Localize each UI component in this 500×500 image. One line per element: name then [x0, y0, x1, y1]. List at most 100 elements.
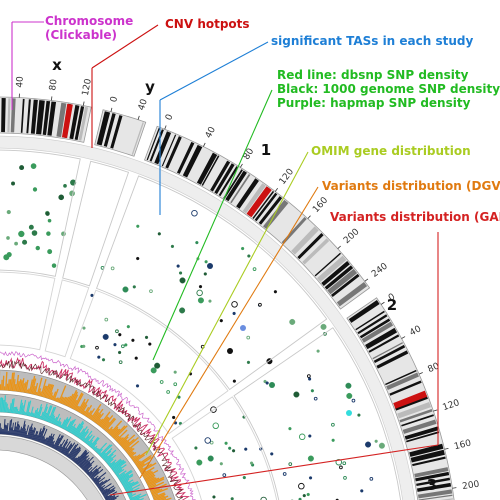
inner-data-tracks	[0, 369, 176, 500]
histogram-bar	[3, 386, 6, 391]
histogram-bar	[70, 426, 76, 434]
tas-point	[242, 475, 246, 480]
histogram-bar	[104, 453, 114, 462]
histogram-bar	[129, 496, 133, 499]
chromosome-label[interactable]: y	[145, 78, 155, 96]
histogram-bar	[30, 406, 34, 417]
cytoband	[357, 314, 388, 335]
histogram-bar	[120, 475, 134, 484]
chromosome-label[interactable]: 1	[261, 141, 271, 159]
tick-label: 80	[48, 78, 59, 91]
tas-point	[244, 447, 248, 451]
snp-callout-line1: Red line: dbsnp SNP density	[277, 68, 469, 82]
tas-point	[110, 266, 115, 271]
tick-label: 120	[81, 78, 94, 97]
chromosome-label[interactable]: x	[52, 56, 62, 74]
histogram-bar	[153, 495, 165, 500]
tick-mark	[444, 447, 449, 450]
cytoband	[236, 178, 259, 209]
histogram-bar	[17, 410, 20, 414]
histogram-bar	[35, 435, 39, 441]
tas-point	[126, 325, 130, 329]
tas-point	[298, 497, 302, 500]
tas-point	[231, 449, 236, 453]
histogram-bar	[77, 451, 90, 466]
histogram-bar	[110, 428, 119, 437]
histogram-bar	[71, 447, 81, 461]
histogram-bar	[72, 392, 83, 410]
histogram-bar	[78, 455, 90, 467]
histogram-bar	[51, 415, 56, 424]
cytoband	[291, 226, 319, 255]
cytoband	[365, 327, 398, 350]
cytoband	[314, 252, 341, 277]
tas-leader	[159, 41, 269, 101]
histogram-bar	[116, 437, 122, 443]
histogram-bar	[150, 488, 160, 494]
snp-callout-line2: Black: 1000 genome SNP density	[277, 82, 500, 96]
chromosome-3[interactable]: 3	[418, 476, 458, 500]
tick-label: 40	[204, 125, 218, 140]
histogram-bar	[26, 400, 32, 416]
histogram-bar	[89, 436, 99, 448]
cytoband	[96, 111, 111, 146]
histogram-bar	[74, 393, 84, 411]
histogram-bar	[41, 437, 46, 444]
histogram-bar	[45, 435, 51, 445]
histogram-bar	[48, 384, 55, 399]
tick-label: 120	[441, 398, 461, 413]
histogram-bar	[101, 415, 114, 429]
chromosome-1[interactable]: 1	[144, 125, 371, 310]
tas-point	[136, 256, 140, 261]
chromosome-label[interactable]: 2	[387, 296, 397, 314]
chromosome-y[interactable]: y	[94, 78, 155, 157]
cytoband	[258, 196, 283, 225]
histogram-bar	[15, 374, 20, 392]
histogram-bar	[57, 443, 62, 451]
chromosome-x[interactable]: x	[0, 56, 92, 143]
histogram-bar	[62, 440, 71, 454]
tas-point	[249, 461, 254, 465]
histogram-bar	[88, 468, 98, 477]
tas-point	[339, 465, 343, 470]
tas-point	[208, 299, 212, 303]
histogram-bar	[73, 420, 84, 436]
tick-label: 160	[311, 195, 330, 215]
study-panel-inner	[44, 279, 90, 358]
histogram-bar	[14, 383, 17, 392]
histogram-bar	[11, 372, 15, 391]
tas-point	[288, 462, 293, 466]
histogram-bar	[60, 419, 66, 428]
histogram-bar	[141, 466, 155, 476]
histogram-bar	[108, 420, 123, 435]
histogram-bar	[67, 443, 79, 458]
histogram-bar	[80, 428, 90, 440]
histogram-bar	[51, 444, 55, 448]
tas-point	[136, 224, 140, 228]
histogram-bar	[6, 403, 8, 413]
tick-mark	[401, 336, 406, 339]
histogram-bar	[6, 423, 9, 435]
histogram-bar	[29, 429, 34, 440]
histogram-bar	[84, 464, 93, 472]
histogram-bar	[115, 468, 123, 475]
histogram-bar	[155, 495, 169, 500]
tick-mark	[82, 101, 85, 106]
histogram-bar	[0, 397, 3, 413]
chromosome-2[interactable]: 2	[346, 296, 457, 500]
snp-callout-line3: Purple: hapmap SNP density	[277, 96, 471, 110]
histogram-bar	[81, 456, 94, 470]
tas-point	[46, 231, 51, 236]
cytoband	[412, 456, 446, 467]
histogram-bar	[28, 427, 33, 439]
histogram-bar	[146, 477, 160, 485]
histogram-bar	[14, 406, 17, 414]
histogram-bar	[46, 433, 53, 446]
chromosome-label[interactable]: 3	[427, 476, 437, 494]
histogram-bar	[125, 440, 140, 453]
cytoband	[210, 160, 231, 192]
chromosome-ideograms[interactable]: x y 1 2 3	[0, 56, 458, 500]
cytoband	[376, 350, 409, 369]
histogram-bar	[44, 383, 50, 398]
cnv-hotspot	[246, 186, 272, 218]
